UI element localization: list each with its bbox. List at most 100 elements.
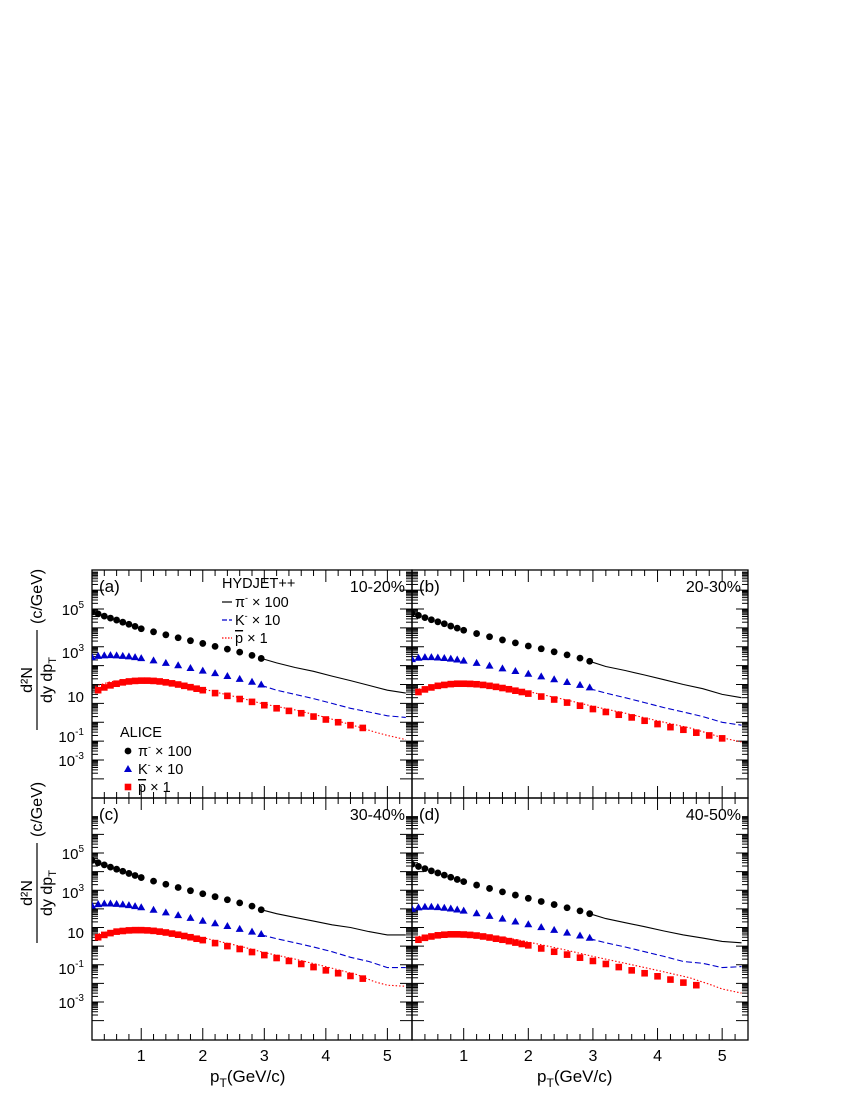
data-point-antiproton (107, 682, 114, 689)
legend-charge: - (148, 742, 151, 752)
data-point-antiproton (150, 677, 157, 685)
centrality-label: 20-30% (686, 579, 741, 596)
data-point-antiproton (654, 972, 661, 980)
legend-scale: × 10 (151, 762, 184, 778)
data-point-kaon (585, 683, 594, 691)
legend-scale: × 100 (151, 744, 192, 760)
data-point-kaon (446, 904, 455, 912)
data-point-pion (236, 899, 244, 907)
data-point-antiproton (641, 717, 648, 725)
data-point-kaon (137, 654, 146, 662)
data-point-kaon (223, 672, 232, 680)
data-point-pion (92, 608, 96, 616)
data-point-kaon (149, 656, 158, 664)
data-point-pion (563, 904, 571, 912)
data-point-antiproton (199, 936, 207, 944)
data-point-kaon (524, 669, 533, 677)
data-point-antiproton (137, 677, 145, 684)
y-title-subscript: T (47, 657, 59, 664)
data-point-kaon (446, 654, 455, 662)
data-point-antiproton (174, 681, 182, 688)
data-point-kaon (92, 901, 96, 909)
data-point-pion (537, 898, 545, 905)
plot-area (412, 860, 742, 994)
data-point-antiproton (602, 708, 610, 716)
legend-particle: K (138, 762, 148, 778)
y-tick-base: 10 (67, 925, 84, 942)
data-point-antiproton (131, 677, 139, 685)
y-tick-base: 10 (67, 689, 84, 706)
y-tick-base: 10 (58, 961, 75, 978)
x-tick-label: 2 (524, 1048, 533, 1065)
data-point-kaon (174, 661, 183, 669)
y-tick-label: 10 (67, 925, 84, 942)
y-tick-label: 10-1 (58, 959, 84, 978)
data-point-antiproton (486, 682, 493, 690)
data-point-pion (248, 902, 256, 910)
data-point-kaon (440, 653, 449, 661)
data-point-pion (434, 869, 442, 877)
data-point-antiproton (224, 692, 231, 700)
legend-particle: K (235, 613, 245, 629)
data-point-kaon (537, 672, 546, 680)
y-tick-exponent: 3 (78, 643, 84, 654)
data-point-kaon (235, 674, 244, 682)
data-point-antiproton (310, 713, 317, 720)
data-point-kaon (118, 651, 127, 659)
data-point-antiproton (248, 698, 256, 706)
data-point-pion (125, 620, 133, 628)
panel-label: (c) (99, 805, 119, 824)
data-point-kaon (420, 653, 429, 661)
data-point-antiproton (156, 928, 163, 935)
data-point-kaon (550, 675, 559, 683)
legend-scale: × 100 (248, 595, 289, 611)
data-point-pion (486, 885, 493, 892)
data-point-kaon (211, 919, 220, 927)
data-point-kaon (106, 651, 115, 659)
data-point-kaon (248, 677, 256, 685)
data-point-kaon (414, 903, 423, 911)
data-point-antiproton (224, 942, 231, 950)
plot-area (92, 857, 406, 987)
data-point-antiproton (359, 975, 367, 982)
panel-label: (d) (419, 805, 440, 824)
data-point-kaon (427, 902, 436, 910)
data-point-pion (150, 628, 157, 636)
y-tick-label: 103 (62, 643, 85, 662)
data-point-antiproton (466, 680, 474, 688)
data-point-kaon (198, 916, 207, 924)
svg-text:d²N: d²N (19, 880, 36, 906)
data-point-antiproton (473, 680, 480, 688)
data-point-antiproton (144, 677, 151, 684)
legend-marker-triangle (124, 765, 132, 772)
data-point-antiproton (460, 931, 467, 938)
data-point-antiproton (107, 929, 114, 937)
legend-marker-circle (124, 747, 132, 755)
x-tick-label: 3 (588, 1048, 597, 1065)
legend-model-label: π- × 100 (235, 593, 289, 611)
data-point-antiproton (181, 682, 188, 690)
data-point-pion (473, 881, 481, 889)
data-point-antiproton (113, 928, 120, 935)
data-point-kaon (576, 931, 584, 939)
data-point-antiproton (144, 927, 151, 934)
y-tick-exponent: -1 (75, 727, 84, 738)
data-point-antiproton (415, 688, 422, 696)
y-axis-title-top: d²N dy dpT (c/GeV) (19, 569, 59, 730)
data-point-antiproton (94, 933, 102, 941)
data-point-antiproton (589, 705, 597, 713)
y-tick-exponent: 5 (78, 600, 84, 611)
data-point-pion (440, 620, 448, 628)
x-tick-label: 4 (653, 1048, 662, 1065)
data-point-pion (511, 639, 519, 647)
y-title-unit: (c/GeV) (29, 569, 46, 624)
data-point-antiproton (119, 679, 127, 686)
data-point-antiproton (505, 685, 513, 693)
data-point-antiproton (486, 934, 493, 941)
data-point-antiproton (125, 927, 133, 934)
data-point-pion (162, 880, 170, 888)
data-point-kaon (433, 903, 442, 911)
data-point-antiproton (168, 680, 176, 687)
data-point-pion (460, 878, 468, 886)
